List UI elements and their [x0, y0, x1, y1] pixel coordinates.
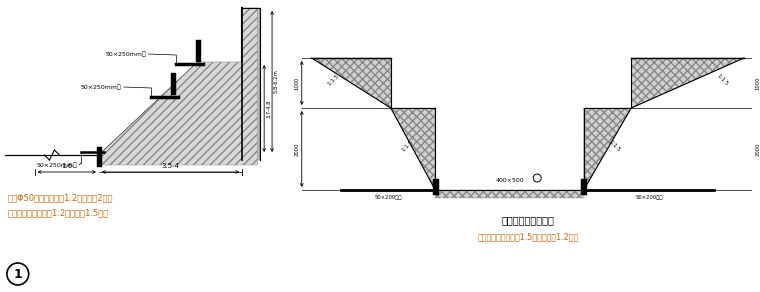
Polygon shape — [391, 108, 435, 190]
Text: 基槽开挖及支护方案: 基槽开挖及支护方案 — [502, 215, 554, 225]
Polygon shape — [584, 108, 632, 190]
Polygon shape — [99, 8, 257, 165]
Polygon shape — [99, 8, 257, 165]
Text: 5.8-6.2m: 5.8-6.2m — [274, 69, 279, 93]
Bar — [171, 73, 176, 95]
Text: 50×200㎜板: 50×200㎜板 — [635, 195, 663, 200]
Bar — [242, 8, 260, 160]
Text: 槽底用木桩，桩距为1.2米，桩长1.5米。: 槽底用木桩，桩距为1.2米，桩长1.5米。 — [8, 208, 109, 218]
Polygon shape — [312, 58, 391, 108]
Bar — [581, 179, 587, 195]
Text: 3.7-4.8: 3.7-4.8 — [266, 99, 271, 118]
Text: 1:1.5: 1:1.5 — [401, 139, 414, 153]
Text: 1000: 1000 — [756, 76, 760, 90]
Text: 3.5-4: 3.5-4 — [162, 163, 179, 169]
Text: 1: 1 — [14, 267, 22, 281]
Text: 1:1.5: 1:1.5 — [327, 73, 340, 87]
Polygon shape — [435, 190, 584, 198]
Bar — [433, 179, 439, 195]
Text: 注：基槽桩高不小于1.5米，桩距为1.2米。: 注：基槽桩高不小于1.5米，桩距为1.2米。 — [477, 232, 578, 241]
Text: 400×500: 400×500 — [496, 178, 524, 182]
Text: 50×250mm枋: 50×250mm枋 — [36, 162, 78, 168]
Text: 2000: 2000 — [756, 142, 760, 156]
Text: 1:1.5: 1:1.5 — [716, 73, 729, 87]
Text: 1.6: 1.6 — [61, 163, 72, 169]
Bar — [196, 40, 201, 62]
Bar — [97, 147, 102, 167]
Text: 50×250mm枋: 50×250mm枋 — [81, 84, 122, 90]
Text: 50×200㎜板: 50×200㎜板 — [375, 195, 402, 200]
Text: 2000: 2000 — [295, 142, 299, 156]
Text: 1:1.5: 1:1.5 — [608, 139, 622, 153]
Text: 桩：Φ50钢管，桩距为1.2米，桩长2米，: 桩：Φ50钢管，桩距为1.2米，桩长2米， — [8, 194, 113, 202]
Text: 1000: 1000 — [295, 76, 299, 90]
Polygon shape — [632, 58, 744, 108]
Text: 50×250mm枋: 50×250mm枋 — [106, 51, 147, 57]
